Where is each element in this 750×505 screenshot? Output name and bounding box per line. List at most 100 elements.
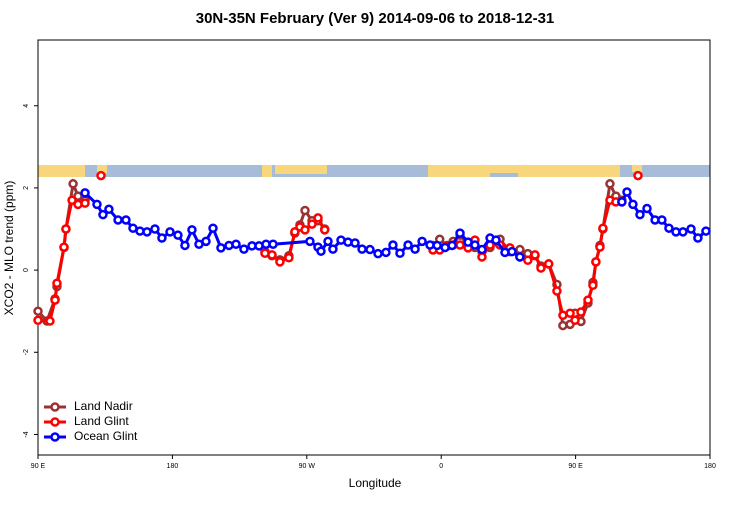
data-point (583, 295, 593, 305)
data-point (113, 215, 123, 225)
data-point (558, 320, 568, 331)
legend-marker (50, 402, 60, 412)
y-tick-label: -4 (23, 431, 30, 437)
data-point (576, 307, 586, 317)
data-point (67, 195, 77, 205)
data-point (515, 244, 525, 255)
data-point (316, 246, 326, 256)
x-tick-label: 90 E (31, 463, 46, 470)
data-point (477, 244, 487, 255)
data-point (388, 240, 398, 250)
data-point (588, 280, 598, 291)
y-tick-label: 0 (23, 268, 30, 272)
data-point (633, 170, 643, 181)
data-point (565, 308, 575, 318)
y-axis-label: XCO2 - MLO trend (ppm) (2, 181, 16, 316)
data-point (491, 235, 501, 245)
legend-label: Land Nadir (74, 399, 133, 413)
data-point (323, 236, 333, 247)
data-point (239, 244, 249, 254)
data-point (678, 227, 688, 237)
y-tick-label: 4 (23, 104, 30, 108)
data-point (617, 197, 627, 207)
data-point (187, 225, 197, 235)
data-point (477, 252, 487, 262)
data-point (208, 223, 218, 233)
data-point (33, 306, 43, 316)
data-point (307, 219, 317, 229)
data-point (45, 316, 55, 326)
data-point (305, 236, 315, 247)
data-point (267, 250, 277, 260)
data-point (622, 187, 632, 197)
data-point (570, 315, 580, 325)
land-mask (38, 165, 710, 177)
data-point (605, 179, 615, 189)
legend-marker (50, 417, 60, 427)
data-point (455, 240, 465, 250)
data-point (313, 213, 323, 223)
data-point (284, 253, 294, 263)
data-point (216, 243, 226, 253)
data-point (300, 205, 310, 216)
data-point (635, 209, 645, 220)
x-tick-label: 90 W (299, 463, 316, 470)
data-point (68, 179, 78, 189)
data-point (395, 248, 405, 259)
data-point (432, 240, 442, 251)
data-point (157, 233, 167, 243)
data-point (410, 244, 420, 254)
x-tick-label: 0 (439, 463, 443, 470)
data-point (523, 255, 533, 265)
x-tick-label: 180 (704, 463, 716, 470)
data-point (507, 246, 517, 257)
data-point (447, 240, 457, 251)
data-point (595, 242, 605, 252)
data-point (365, 244, 375, 255)
data-point (319, 225, 330, 235)
data-point (357, 244, 367, 254)
data-point (350, 238, 360, 248)
data-point (61, 224, 71, 234)
data-point (543, 259, 554, 269)
data-point (530, 250, 540, 260)
data-point (96, 170, 106, 181)
data-point (591, 257, 601, 267)
data-point (686, 224, 696, 234)
x-axis-label: Longitude (349, 476, 402, 490)
data-point (33, 315, 43, 325)
data-point (642, 203, 652, 214)
data-point (417, 236, 427, 247)
data-point (275, 257, 285, 267)
data-point (657, 215, 667, 225)
data-point (300, 225, 310, 235)
data-point (693, 233, 703, 243)
y-tick-label: 2 (23, 186, 30, 190)
x-tick-label: 90 E (568, 463, 583, 470)
data-point (403, 240, 413, 250)
data-point (52, 278, 62, 288)
data-point (50, 295, 60, 305)
x-tick-label: 180 (167, 463, 179, 470)
data-point (373, 248, 383, 259)
data-point (268, 239, 278, 249)
chart-title: 30N-35N February (Ver 9) 2014-09-06 to 2… (196, 10, 555, 27)
plot-frame (37, 39, 711, 456)
data-point (121, 215, 131, 225)
data-point (104, 204, 114, 215)
data-point (328, 244, 338, 254)
data-point (381, 247, 391, 258)
data-point (98, 209, 108, 220)
data-point (470, 240, 480, 250)
data-point (628, 199, 638, 210)
data-point (59, 242, 69, 252)
legend-label: Land Glint (74, 414, 129, 428)
data-point (92, 199, 102, 210)
data-point (142, 227, 152, 237)
data-point (552, 286, 562, 296)
data-point (80, 198, 90, 208)
data-point (201, 236, 211, 247)
data-point (701, 226, 711, 236)
data-point (173, 230, 183, 240)
